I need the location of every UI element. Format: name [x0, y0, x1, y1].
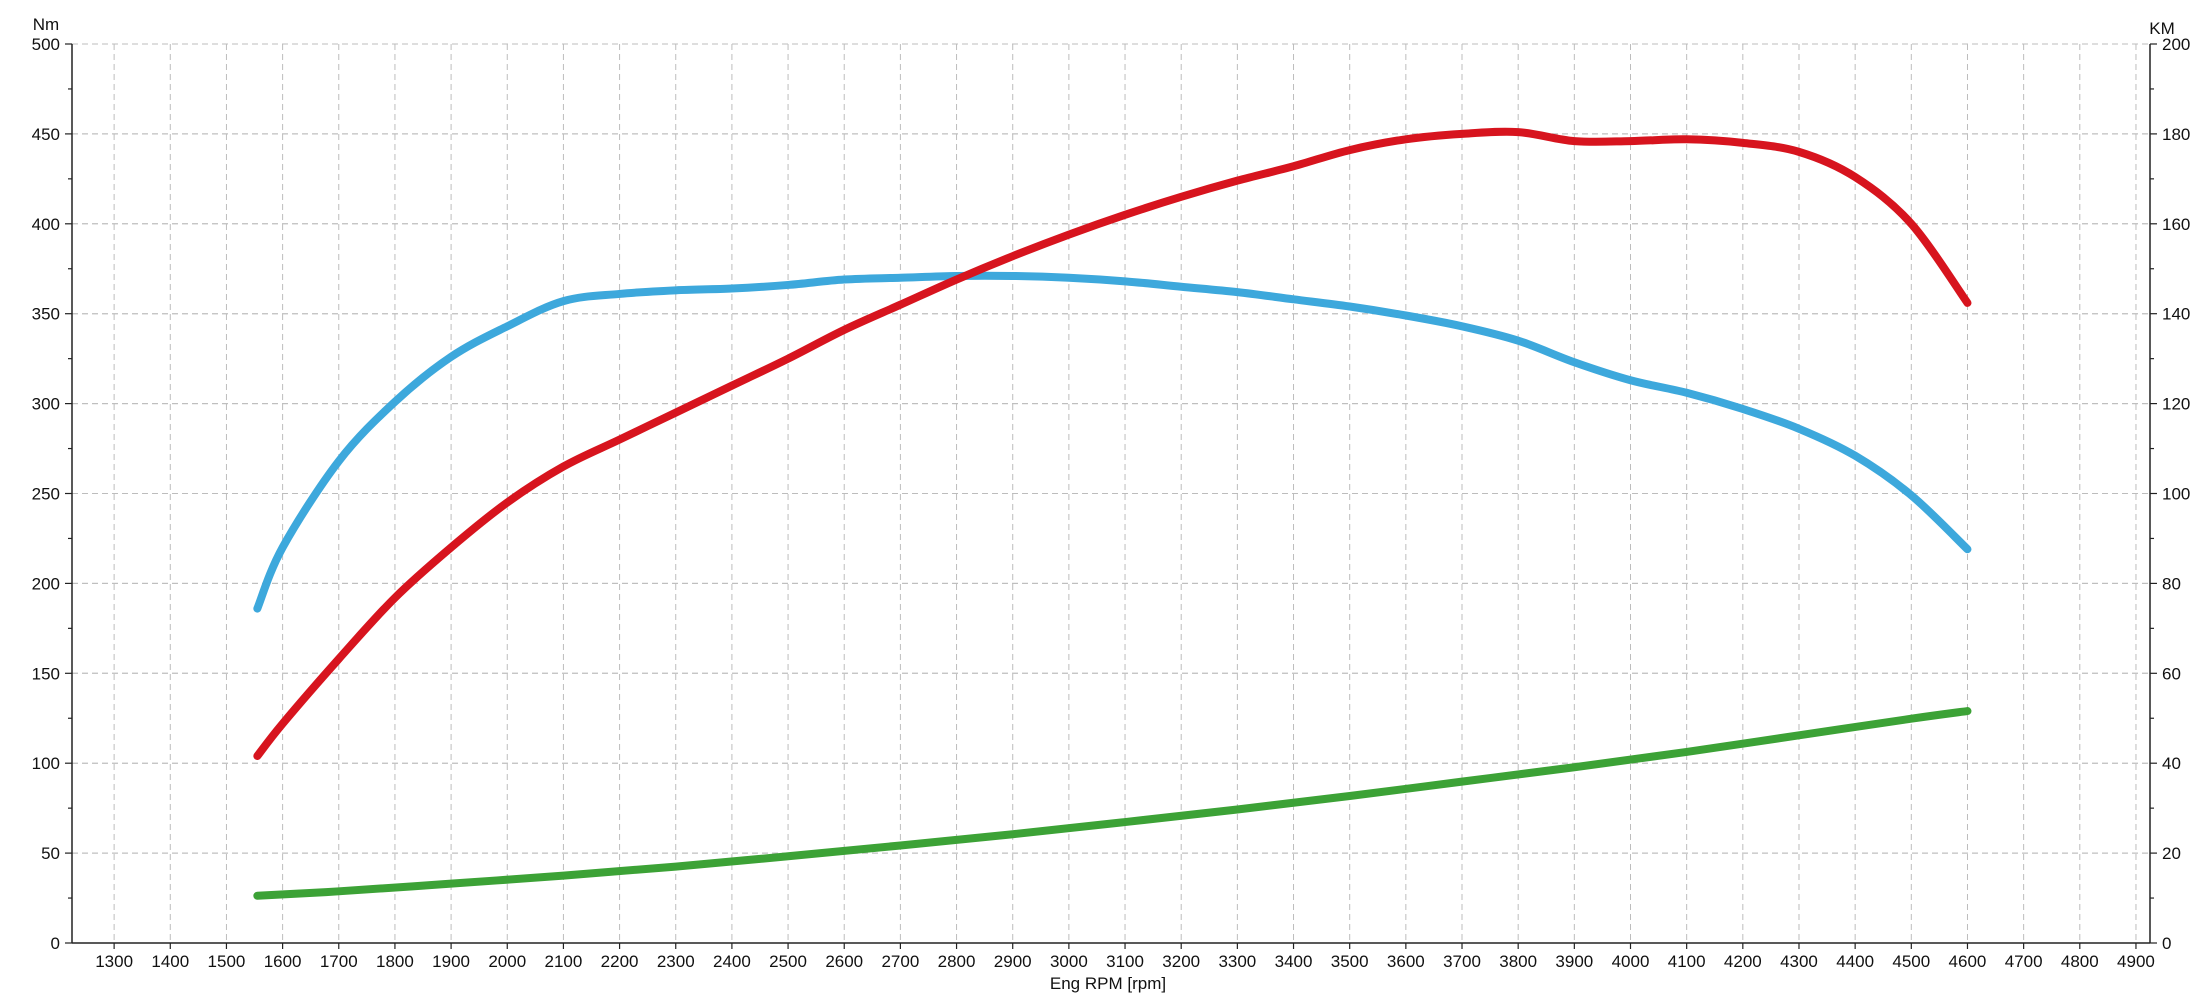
series-line-green	[253, 707, 1972, 900]
x-tick-label: 1900	[432, 952, 470, 971]
x-tick-label: 3100	[1106, 952, 1144, 971]
x-tick-label: 1600	[264, 952, 302, 971]
y-right-tick-label: 20	[2162, 844, 2181, 863]
x-tick-label: 2900	[994, 952, 1032, 971]
y-right-axis-title: KM	[2149, 19, 2175, 38]
y-right-tick-label: 200	[2162, 35, 2190, 54]
x-tick-label: 2700	[881, 952, 919, 971]
x-tick-label: 2800	[938, 952, 976, 971]
x-tick-label: 2200	[601, 952, 639, 971]
y-right-tick-label: 40	[2162, 754, 2181, 773]
y-left-tick-label: 50	[41, 844, 60, 863]
x-tick-label: 4000	[1612, 952, 1650, 971]
y-right-tick-label: 180	[2162, 125, 2190, 144]
y-left-tick-label: 100	[32, 754, 60, 773]
y-left-tick-label: 150	[32, 664, 60, 683]
x-tick-label: 3000	[1050, 952, 1088, 971]
x-tick-label: 1500	[208, 952, 246, 971]
x-tick-label: 2500	[769, 952, 807, 971]
y-left-tick-label: 350	[32, 305, 60, 324]
x-tick-label: 3600	[1387, 952, 1425, 971]
y-right-tick-label: 140	[2162, 305, 2190, 324]
x-tick-label: 1700	[320, 952, 358, 971]
y-left-tick-label: 200	[32, 574, 60, 593]
x-tick-label: 4200	[1724, 952, 1762, 971]
x-tick-label: 4600	[1949, 952, 1987, 971]
y-right-tick-label: 80	[2162, 574, 2181, 593]
y-left-tick-label: 500	[32, 35, 60, 54]
y-right-tick-label: 100	[2162, 485, 2190, 504]
x-tick-label: 4500	[1892, 952, 1930, 971]
x-tick-label: 4300	[1780, 952, 1818, 971]
tick-labels: 1300 1400 1500 1600 1700 1800 1900 2000 2100 2200…	[32, 35, 2191, 971]
y-right-tick-label: 0	[2162, 934, 2171, 953]
x-tick-label: 2400	[713, 952, 751, 971]
y-left-tick-label: 250	[32, 485, 60, 504]
y-left-tick-label: 450	[32, 125, 60, 144]
y-right-tick-label: 160	[2162, 215, 2190, 234]
x-tick-label: 4100	[1668, 952, 1706, 971]
x-tick-label: 2000	[488, 952, 526, 971]
x-axis-title: Eng RPM [rpm]	[1050, 974, 1166, 993]
y-left-axis-title: Nm	[33, 15, 59, 34]
y-right-tick-label: 120	[2162, 395, 2190, 414]
x-tick-label: 3800	[1499, 952, 1537, 971]
y-left-tick-label: 300	[32, 395, 60, 414]
x-tick-label: 1400	[151, 952, 189, 971]
x-tick-label: 4700	[2005, 952, 2043, 971]
x-tick-label: 2600	[825, 952, 863, 971]
x-tick-label: 3300	[1218, 952, 1256, 971]
grid	[72, 43, 2150, 943]
x-tick-label: 4400	[1836, 952, 1874, 971]
x-tick-label: 3200	[1162, 952, 1200, 971]
x-tick-label: 2100	[545, 952, 583, 971]
x-tick-label: 3700	[1443, 952, 1481, 971]
axes	[65, 43, 2157, 949]
x-tick-label: 1300	[95, 952, 133, 971]
x-tick-label: 4800	[2061, 952, 2099, 971]
x-tick-label: 2300	[657, 952, 695, 971]
series-line-red	[253, 127, 1972, 761]
x-tick-label: 1800	[376, 952, 414, 971]
series-lines	[253, 127, 1972, 900]
x-tick-label: 3900	[1555, 952, 1593, 971]
x-tick-label: 3500	[1331, 952, 1369, 971]
y-left-tick-label: 0	[51, 934, 60, 953]
series-line-blue	[253, 271, 1972, 613]
y-right-tick-label: 60	[2162, 664, 2181, 683]
x-tick-label: 3400	[1275, 952, 1313, 971]
x-tick-label: 4900	[2117, 952, 2155, 971]
y-left-tick-label: 400	[32, 215, 60, 234]
